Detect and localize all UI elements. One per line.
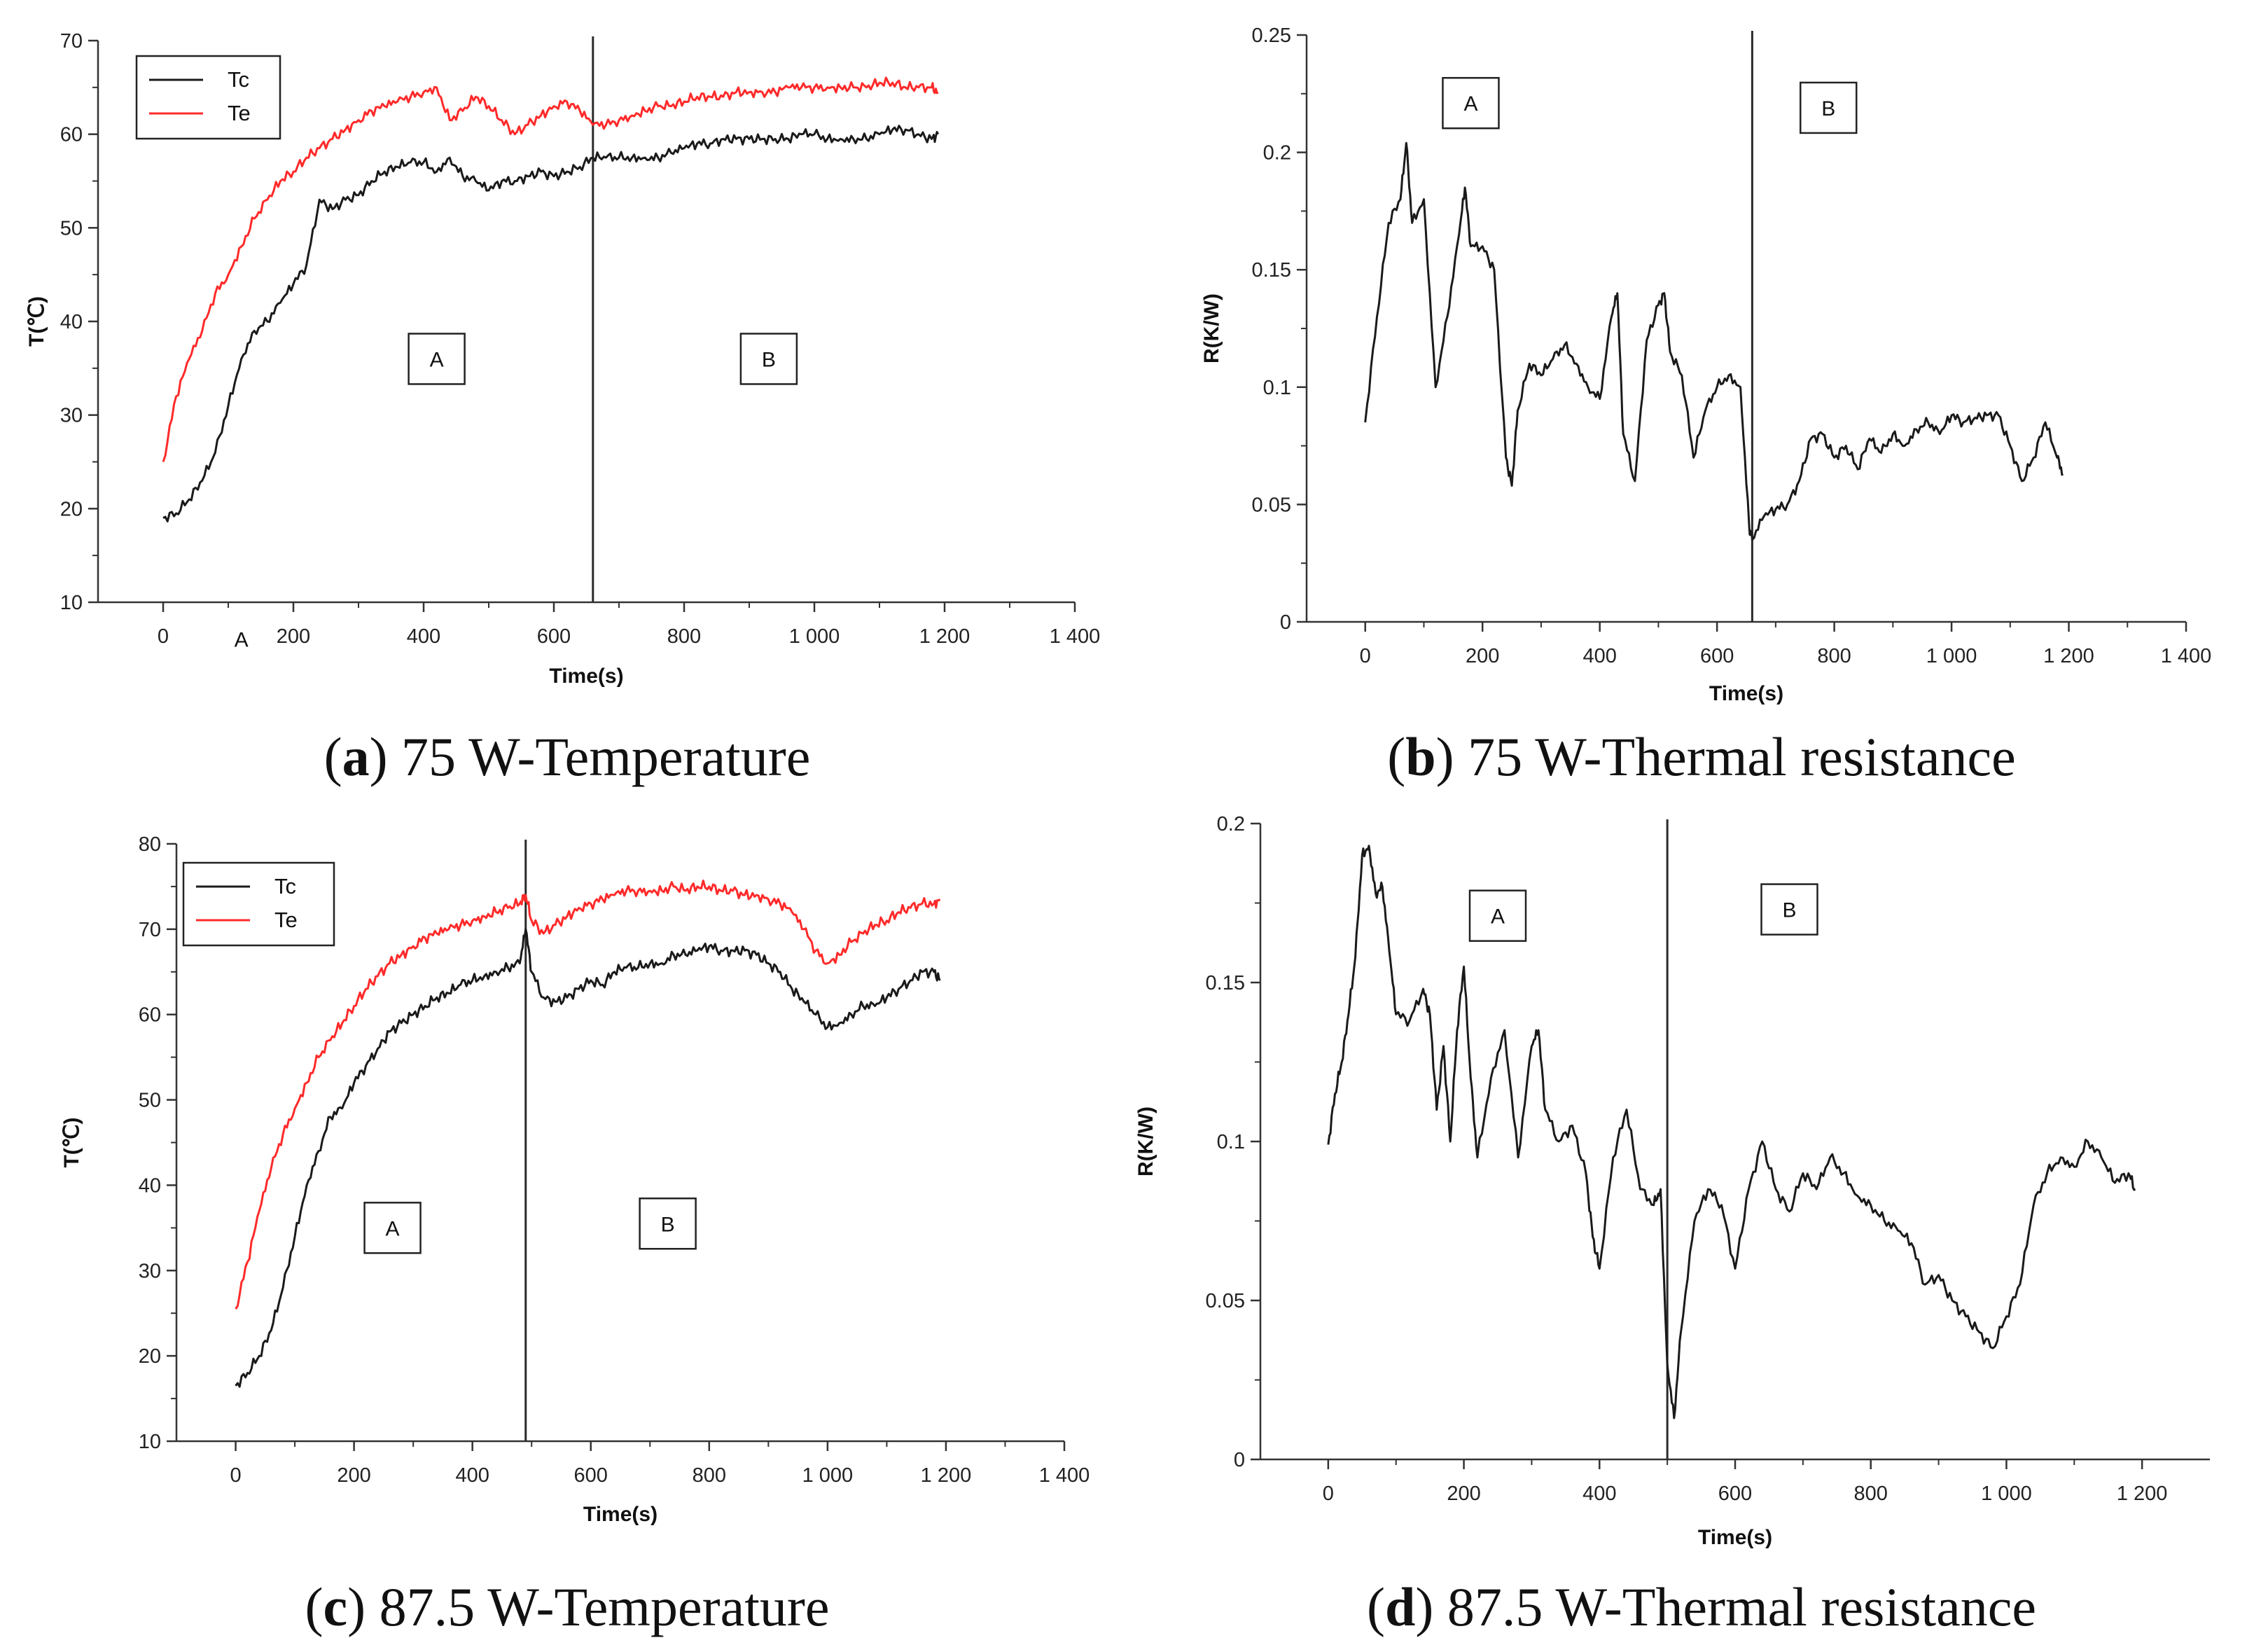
series-line-r-d bbox=[1327, 845, 2136, 1420]
stray-label-a: A bbox=[235, 628, 249, 651]
x-tick-label-c: 1 200 bbox=[921, 1464, 972, 1487]
x-tick-label-b: 1 400 bbox=[2161, 645, 2212, 667]
caption-b: (b) 75 W-Thermal resistance bbox=[1387, 726, 2016, 787]
x-tick-label-b: 0 bbox=[1360, 645, 1371, 667]
x-axis-title-c: Time(s) bbox=[583, 1503, 658, 1526]
x-tick-label-b: 200 bbox=[1466, 645, 1499, 667]
x-tick-label-a: 200 bbox=[277, 625, 310, 648]
x-tick-label-a: 1 400 bbox=[1050, 625, 1101, 648]
y-tick-label-b: 0.25 bbox=[1252, 25, 1291, 47]
region-box-b-c bbox=[639, 1198, 697, 1250]
x-tick-label-d: 200 bbox=[1447, 1483, 1480, 1505]
x-tick-label-a: 400 bbox=[407, 625, 440, 648]
x-tick-label-a: 0 bbox=[158, 625, 169, 648]
x-tick-label-b: 1 000 bbox=[1926, 645, 1977, 667]
x-tick-label-c: 200 bbox=[337, 1464, 370, 1487]
legend-box-c bbox=[182, 861, 335, 947]
y-tick-label-b: 0 bbox=[1280, 611, 1291, 634]
y-tick-label-a: 40 bbox=[60, 311, 83, 333]
x-tick-label-d: 1 000 bbox=[1981, 1483, 2032, 1505]
series-line-r-b bbox=[1364, 141, 2064, 541]
region-label-b-d: B bbox=[1782, 899, 1796, 922]
x-tick-label-d: 600 bbox=[1718, 1483, 1752, 1505]
y-tick-label-a: 30 bbox=[60, 405, 83, 427]
y-tick-label-c: 20 bbox=[139, 1345, 161, 1368]
region-box-a-d bbox=[1468, 889, 1527, 942]
x-tick-label-a: 1 000 bbox=[789, 625, 840, 648]
region-box-a-c bbox=[363, 1202, 422, 1254]
legend-label-te-a: Te bbox=[228, 101, 251, 125]
y-axis-title-d: R(K/W) bbox=[1134, 1106, 1157, 1176]
x-axis-title-b: Time(s) bbox=[1709, 682, 1783, 705]
x-tick-label-c: 0 bbox=[230, 1464, 241, 1487]
x-tick-label-c: 1 000 bbox=[802, 1464, 854, 1487]
x-tick-label-b: 1 200 bbox=[2043, 645, 2094, 667]
y-tick-label-c: 10 bbox=[139, 1431, 161, 1453]
y-tick-label-a: 60 bbox=[60, 124, 83, 146]
region-label-a-d: A bbox=[1491, 905, 1505, 929]
series-line-tc-c bbox=[235, 928, 941, 1388]
region-label-a-b: A bbox=[1463, 92, 1477, 116]
x-tick-label-b: 400 bbox=[1582, 645, 1616, 667]
region-label-a-a: A bbox=[430, 348, 444, 371]
y-tick-label-d: 0.1 bbox=[1217, 1131, 1245, 1153]
y-tick-label-c: 40 bbox=[139, 1174, 161, 1197]
x-tick-label-b: 800 bbox=[1817, 645, 1851, 667]
x-axis-title-a: Time(s) bbox=[549, 665, 623, 688]
x-tick-label-a: 800 bbox=[667, 625, 701, 648]
y-tick-label-b: 0.1 bbox=[1263, 377, 1291, 399]
y-tick-label-d: 0.15 bbox=[1206, 972, 1245, 994]
caption-a: (a) 75 W-Temperature bbox=[324, 726, 811, 787]
y-tick-label-c: 30 bbox=[139, 1260, 161, 1282]
x-tick-label-c: 600 bbox=[574, 1464, 608, 1487]
y-tick-label-b: 0.05 bbox=[1252, 494, 1291, 516]
y-tick-label-a: 70 bbox=[60, 30, 83, 53]
region-box-a-a bbox=[408, 333, 466, 385]
region-box-b-d bbox=[1760, 883, 1818, 936]
y-tick-label-c: 50 bbox=[139, 1090, 161, 1112]
region-box-a-b bbox=[1442, 76, 1500, 130]
y-tick-label-a: 20 bbox=[60, 498, 83, 520]
x-tick-label-d: 800 bbox=[1854, 1483, 1888, 1505]
series-line-te-a bbox=[162, 76, 939, 462]
x-axis-title-d: Time(s) bbox=[1698, 1526, 1772, 1549]
y-tick-label-a: 10 bbox=[60, 592, 83, 614]
y-tick-label-a: 50 bbox=[60, 217, 83, 240]
legend-label-tc-c: Tc bbox=[274, 874, 296, 898]
y-tick-label-c: 70 bbox=[139, 919, 161, 941]
y-tick-label-b: 0.15 bbox=[1252, 259, 1291, 282]
caption-c: (c) 87.5 W-Temperature bbox=[305, 1576, 830, 1637]
series-line-te-c bbox=[235, 880, 941, 1310]
legend-label-tc-a: Tc bbox=[228, 67, 249, 92]
y-axis-title-a: T(℃) bbox=[25, 296, 48, 347]
legend-box-a bbox=[135, 55, 281, 140]
region-box-b-b bbox=[1799, 81, 1858, 134]
legend-label-te-c: Te bbox=[274, 908, 298, 932]
region-box-b-a bbox=[739, 333, 798, 385]
y-tick-label-d: 0.2 bbox=[1217, 813, 1245, 835]
x-tick-label-d: 400 bbox=[1582, 1483, 1616, 1505]
region-label-b-b: B bbox=[1821, 97, 1835, 120]
x-tick-label-c: 400 bbox=[455, 1464, 489, 1487]
y-tick-label-b: 0.2 bbox=[1263, 142, 1291, 165]
x-tick-label-c: 800 bbox=[693, 1464, 726, 1487]
x-tick-label-a: 1 200 bbox=[919, 625, 971, 648]
region-label-b-c: B bbox=[661, 1213, 675, 1236]
y-tick-label-c: 60 bbox=[139, 1004, 161, 1027]
y-axis-title-c: T(℃) bbox=[60, 1118, 83, 1168]
region-label-b-a: B bbox=[762, 348, 776, 371]
y-axis-title-b: R(K/W) bbox=[1200, 293, 1223, 363]
y-tick-label-c: 80 bbox=[139, 833, 161, 856]
caption-d: (d) 87.5 W-Thermal resistance bbox=[1367, 1576, 2036, 1637]
x-tick-label-b: 600 bbox=[1700, 645, 1734, 667]
x-tick-label-a: 600 bbox=[537, 625, 571, 648]
y-tick-label-d: 0 bbox=[1234, 1449, 1245, 1471]
x-tick-label-c: 1 400 bbox=[1039, 1464, 1090, 1487]
series-line-tc-a bbox=[162, 125, 940, 522]
region-label-a-c: A bbox=[386, 1217, 400, 1240]
x-tick-label-d: 0 bbox=[1323, 1483, 1334, 1505]
y-tick-label-d: 0.05 bbox=[1206, 1290, 1245, 1312]
x-tick-label-d: 1 200 bbox=[2117, 1483, 2168, 1505]
